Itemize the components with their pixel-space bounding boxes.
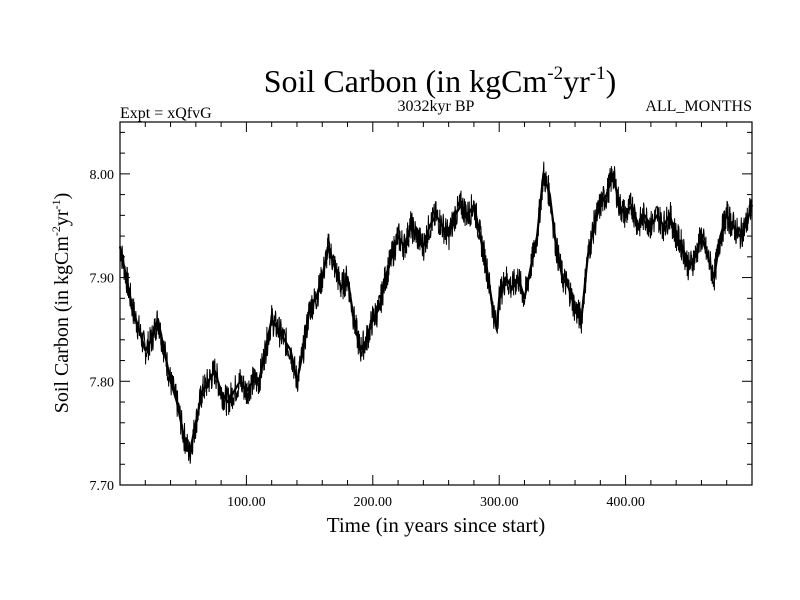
subtitle-months: ALL_MONTHS [645, 98, 752, 115]
ylabel-sup1: -2 [49, 226, 63, 236]
x-axis-label: Time (in years since start) [327, 513, 546, 537]
title-sup2: -1 [590, 63, 606, 84]
chart-title: Soil Carbon (in kgCm-2yr-1) [264, 63, 617, 99]
title-mid: yr [563, 63, 590, 99]
title-end: ) [606, 63, 617, 99]
y-axis-label: Soil Carbon (in kgCm-2yr-1) [49, 193, 73, 414]
x-axis: 100.00 200.00 300.00 400.00 [227, 122, 645, 510]
x-tick-label: 300.00 [480, 495, 519, 510]
x-tick-label: 400.00 [606, 495, 645, 510]
x-tick-label: 100.00 [227, 495, 266, 510]
series-variability-soil-carbon [119, 161, 753, 464]
title-main: Soil Carbon (in kgCm [264, 63, 548, 99]
title-sup1: -2 [547, 63, 563, 84]
ylabel-mid: yr [51, 209, 73, 226]
ylabel-main: Soil Carbon (in kgCm [51, 236, 73, 414]
y-tick-label: 7.80 [90, 375, 115, 390]
minor-ticks [120, 122, 752, 485]
y-tick-label: 7.90 [90, 272, 115, 287]
plot-frame [119, 121, 753, 486]
ylabel-sup2: -1 [49, 199, 63, 209]
subtitle-period: 3032kyr BP [398, 98, 475, 115]
y-tick-label: 8.00 [90, 168, 115, 183]
x-tick-label: 200.00 [354, 495, 393, 510]
subtitle-experiment: Expt = xQfvG [120, 105, 212, 122]
ylabel-end: ) [51, 193, 73, 200]
y-axis: 7.70 7.80 7.90 8.00 [90, 168, 752, 494]
y-tick-label: 7.70 [90, 479, 115, 494]
